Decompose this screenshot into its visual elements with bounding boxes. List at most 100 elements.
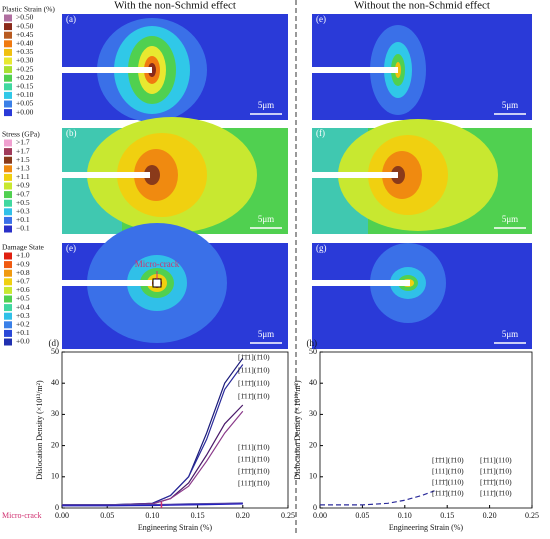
legend-swatch: [4, 31, 12, 39]
legend-entry: +1.1: [16, 172, 30, 181]
legend-swatch: [4, 216, 12, 224]
series-line: [62, 364, 244, 506]
scalebar-label: 5μm: [258, 214, 274, 224]
legend-entry: +0.8: [16, 268, 30, 277]
legend-swatch: [4, 208, 12, 216]
legend-swatch: [4, 156, 12, 164]
legend-entry: +0.7: [16, 277, 30, 286]
legend-swatch: [4, 338, 12, 346]
legend-swatch: [4, 83, 12, 91]
legend-swatch: [4, 278, 12, 286]
x-tick-label: 0.25: [525, 511, 539, 520]
legend-entry: +0.0: [16, 337, 30, 346]
legend-title: Damage State: [2, 243, 45, 252]
contour-f: [312, 119, 532, 234]
series-label: [1̄11̄](1̄10): [432, 489, 464, 498]
contour-b: [62, 117, 288, 234]
y-tick-label: 30: [309, 409, 317, 418]
legend-entry: +0.50: [16, 21, 34, 30]
x-tick-label: 0.20: [483, 511, 497, 520]
legend-entry: +0.35: [16, 47, 34, 56]
contour-a: [62, 14, 288, 122]
legend-entry: +0.40: [16, 39, 34, 48]
legend-entry: +0.10: [16, 90, 34, 99]
series-line: [320, 490, 435, 506]
x-axis-label: Engineering Strain (%): [389, 523, 464, 532]
legend-swatch: [4, 40, 12, 48]
panel-label: (f): [316, 128, 325, 138]
legend-swatch: [4, 74, 12, 82]
series-line: [62, 410, 244, 506]
legend-swatch: [4, 148, 12, 156]
series-label: [1̄11̄](1̄10): [238, 392, 270, 401]
y-axis-label: Dislocation Density (×10¹³/m²): [35, 380, 44, 480]
legend-swatch: [4, 100, 12, 108]
legend-swatch: [4, 14, 12, 22]
y-tick-label: 20: [309, 440, 317, 449]
series-label: [111](1̄10): [238, 366, 270, 375]
series-label: [11̄1̄](110): [238, 379, 270, 388]
y-tick-label: 0: [55, 503, 59, 512]
legend-swatch: [4, 91, 12, 99]
contour-g: [312, 243, 532, 349]
legend-swatch: [4, 23, 12, 31]
legend-entry: +0.15: [16, 82, 34, 91]
scalebar-label: 5μm: [502, 100, 518, 110]
series-line: [62, 404, 244, 506]
panel-label: (a): [66, 14, 76, 24]
legend-entry: +0.30: [16, 56, 34, 65]
legend-title: Stress (GPa): [2, 130, 40, 139]
legend-swatch: [4, 191, 12, 199]
legend-entry: >1.7: [16, 138, 30, 147]
legend-swatch: [4, 312, 12, 320]
legend-entry: +0.6: [16, 285, 30, 294]
legend-swatch: [4, 321, 12, 329]
series-label: [111̄](1̄10): [238, 479, 270, 488]
legend-entry: +0.05: [16, 99, 34, 108]
legend-swatch: [4, 261, 12, 269]
y-tick-label: 10: [51, 472, 59, 481]
legend-entry: +0.7: [16, 189, 30, 198]
legend-swatch: [4, 109, 12, 117]
x-tick-label: 0.05: [355, 511, 369, 520]
x-tick-label: 0.25: [281, 511, 295, 520]
panel-label: (e): [66, 243, 76, 253]
series-label: [111](1̄10): [432, 467, 464, 476]
scalebar-label: 5μm: [502, 214, 518, 224]
panel-label: (g): [316, 243, 327, 253]
y-tick-label: 50: [309, 347, 317, 356]
x-tick-label: 0.05: [100, 511, 114, 520]
scalebar-label: 5μm: [258, 100, 274, 110]
legend-entry: +0.20: [16, 73, 34, 82]
series-line: [62, 503, 243, 507]
legend-entry: +0.25: [16, 64, 34, 73]
legend-entry: +1.0: [16, 251, 30, 260]
legend-swatch: [4, 66, 12, 74]
y-axis-label: Dislocation Density (×10¹³/m²): [293, 380, 302, 480]
x-tick-label: 0.00: [313, 511, 327, 520]
series-label: [1̄1̄1](1̄10): [238, 353, 270, 362]
legend-entry: +1.5: [16, 155, 30, 164]
y-tick-label: 0: [313, 503, 317, 512]
legend-entry: +0.2: [16, 320, 30, 329]
legend-entry: −0.1: [16, 224, 30, 233]
scalebar-label: 5μm: [502, 329, 518, 339]
column-header: With the non-Schmid effect: [114, 0, 236, 12]
legend-swatch: [4, 182, 12, 190]
scalebar-label: 5μm: [258, 329, 274, 339]
legend-swatch: [4, 57, 12, 65]
series-label: [111̄](1̄10): [480, 489, 512, 498]
x-tick-label: 0.00: [55, 511, 69, 520]
y-tick-label: 20: [51, 440, 59, 449]
legend-swatch: [4, 139, 12, 147]
series-label: [1̄1̄1̄](1̄10): [480, 478, 512, 487]
y-tick-label: 30: [51, 409, 59, 418]
y-tick-label: 40: [309, 378, 317, 387]
x-tick-label: 0.10: [145, 511, 159, 520]
legend-swatch: [4, 165, 12, 173]
column-header: Without the non-Schmid effect: [354, 0, 490, 12]
series-label: [1̄11](1̄10): [238, 443, 270, 452]
series-label: [11̄1](1̄10): [238, 455, 270, 464]
annotation: Micro-crack: [2, 511, 42, 520]
